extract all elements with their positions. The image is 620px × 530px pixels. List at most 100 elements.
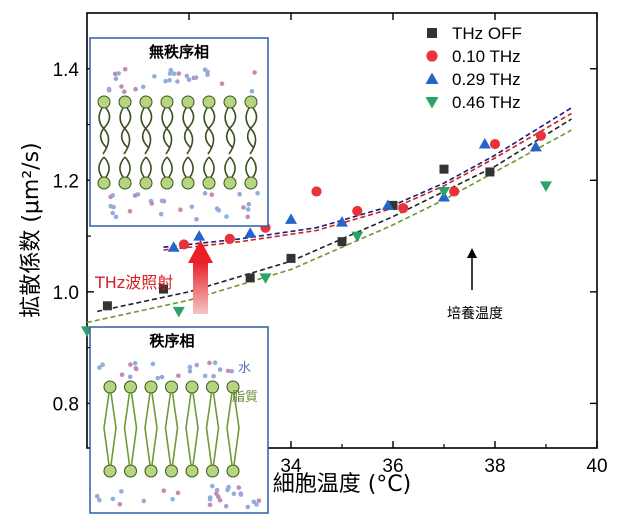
water-molecule xyxy=(249,89,255,94)
water-molecule xyxy=(117,502,123,507)
lipid-tail xyxy=(246,107,258,149)
legend-label: 0.29 THz xyxy=(452,70,521,89)
water-molecule xyxy=(238,492,244,497)
lipid-tail xyxy=(204,107,216,149)
data-point xyxy=(259,273,272,284)
water-molecule xyxy=(97,365,102,370)
lipid-tail xyxy=(226,392,233,466)
water-molecule xyxy=(159,198,165,204)
data-point xyxy=(489,138,501,150)
water-molecule xyxy=(256,498,262,504)
lipid-head xyxy=(226,380,240,394)
data-point xyxy=(438,186,450,198)
lipid-head xyxy=(223,176,237,190)
water-molecule xyxy=(189,204,195,210)
data-point xyxy=(449,186,460,197)
lipid-tail xyxy=(245,156,252,178)
lipid-tail xyxy=(250,156,257,178)
water-molecule xyxy=(212,360,218,366)
water-molecule xyxy=(94,494,100,499)
lipid-tail xyxy=(162,107,174,149)
ordered-phase-title: 秩序相 xyxy=(149,332,194,350)
water-molecule xyxy=(252,70,257,75)
lipid-head xyxy=(244,95,258,109)
fit-curve xyxy=(86,129,572,324)
data-point xyxy=(540,181,552,192)
lipid-tail xyxy=(171,392,179,466)
water-molecule xyxy=(186,77,192,82)
thz-arrow-shaft xyxy=(193,262,208,314)
data-point xyxy=(286,253,296,263)
x-tick-label: 34 xyxy=(280,456,302,477)
lipid-label: 脂質 xyxy=(232,390,258,405)
lipid-tail xyxy=(98,107,110,155)
water-molecule xyxy=(155,375,161,381)
data-point xyxy=(352,205,363,217)
data-point xyxy=(336,216,348,227)
y-tick-label: 1.2 xyxy=(53,171,79,192)
water-molecule xyxy=(187,368,193,374)
culture-temp-label: 培養温度 xyxy=(447,305,503,322)
legend-label: 0.10 THz xyxy=(452,47,521,66)
data-point xyxy=(285,213,297,224)
water-molecule xyxy=(149,201,155,206)
water-molecule xyxy=(207,495,213,500)
water-molecule xyxy=(246,201,252,207)
lipid-tail xyxy=(224,156,231,178)
water-molecule xyxy=(159,374,165,380)
lipid-tail xyxy=(187,156,194,178)
water-molecule xyxy=(205,72,210,77)
data-point xyxy=(224,233,235,244)
lipid-head xyxy=(160,176,174,190)
fit-curve xyxy=(97,118,572,313)
lipid-tail xyxy=(145,156,152,178)
water-molecule xyxy=(113,214,119,220)
water-molecule xyxy=(110,193,115,198)
lipid-head xyxy=(244,176,258,190)
water-molecule xyxy=(163,78,168,84)
water-molecule xyxy=(178,207,183,212)
lipid-head xyxy=(103,380,117,394)
lipid-head xyxy=(139,95,153,109)
lipid-head xyxy=(118,95,132,109)
water-molecule xyxy=(207,360,212,366)
legend-label: THz OFF xyxy=(452,24,522,43)
water-molecule xyxy=(158,211,164,217)
disordered-membrane-illustration xyxy=(97,66,260,222)
lipid-head xyxy=(165,380,178,394)
water-molecule xyxy=(194,217,199,222)
water-molecule xyxy=(161,488,167,494)
ordered-membrane-illustration xyxy=(94,360,262,510)
water-label: 水 xyxy=(238,361,251,376)
water-molecule xyxy=(175,490,181,496)
lipid-tail xyxy=(161,156,168,178)
ordered-phase-panel: 秩序相 水 脂質 xyxy=(89,326,269,514)
water-molecule xyxy=(193,75,199,80)
water-molecule xyxy=(111,204,116,210)
water-molecule xyxy=(128,362,133,367)
lipid-head xyxy=(202,95,216,109)
lipid-tail xyxy=(103,392,110,466)
legend: THz OFF 0.10 THz 0.29 THz 0.46 THz xyxy=(425,24,522,112)
water-molecule xyxy=(175,79,180,84)
water-molecule xyxy=(217,497,223,503)
water-molecule xyxy=(141,498,147,504)
lipid-tail xyxy=(192,392,199,466)
data-point xyxy=(351,231,364,243)
water-molecule xyxy=(226,484,231,490)
water-molecule xyxy=(119,84,124,89)
water-molecule xyxy=(150,361,156,367)
water-molecule xyxy=(127,208,133,214)
disordered-phase-title: 無秩序相 xyxy=(149,43,209,61)
water-molecule xyxy=(170,497,175,502)
y-tick-label: 1.0 xyxy=(53,283,79,304)
water-molecule xyxy=(116,71,121,76)
lipid-tail xyxy=(140,156,147,178)
data-point xyxy=(478,138,491,149)
y-tick-label: 0.8 xyxy=(53,394,79,415)
lipid-head xyxy=(206,464,219,478)
x-tick-label: 36 xyxy=(382,456,403,477)
lipid-tail xyxy=(245,107,257,155)
water-molecule xyxy=(168,67,174,73)
